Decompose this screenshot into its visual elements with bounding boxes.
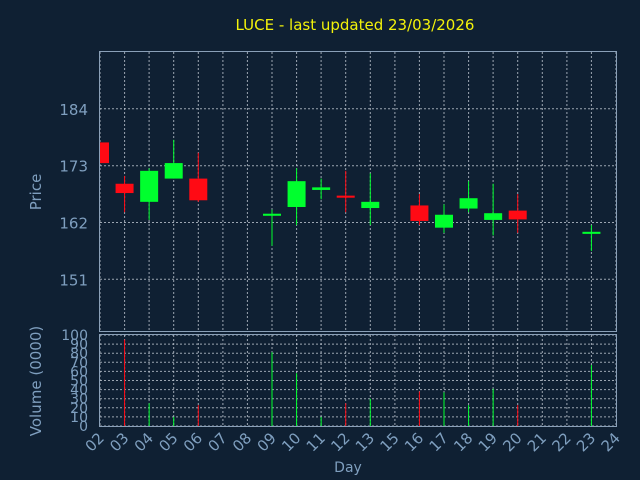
volume-bars (124, 339, 592, 426)
volume-y-tick: 50 (70, 374, 88, 390)
x-tick-labels: 0203040506070809101112131516171819202122… (82, 429, 624, 455)
x-tick-09: 09 (254, 429, 280, 455)
x-axis-label: Day (334, 460, 362, 476)
price-y-tick: 162 (59, 215, 88, 233)
candle-body-17 (435, 214, 453, 228)
volume-y-tick: 10 (70, 410, 88, 426)
x-tick-19: 19 (475, 429, 501, 455)
candle-body-18 (459, 198, 478, 209)
x-tick-24: 24 (598, 429, 624, 455)
volume-axis-label: Volume (0000) (27, 326, 45, 436)
candle-body-11 (312, 187, 331, 190)
price-y-tick-labels: 151 162 173 184 (59, 101, 88, 289)
x-tick-05: 05 (155, 429, 181, 455)
chart-title: LUCE - last updated 23/03/2026 (236, 16, 475, 34)
price-y-tick: 151 (59, 271, 88, 289)
volume-y-tick: 40 (70, 383, 88, 399)
x-tick-06: 06 (180, 429, 206, 455)
x-tick-12: 12 (327, 429, 353, 455)
x-tick-07: 07 (204, 429, 230, 455)
price-y-tick: 173 (59, 158, 88, 176)
x-tick-03: 03 (106, 429, 132, 455)
candle-body-13 (361, 201, 380, 209)
volume-y-tick: 100 (61, 328, 88, 344)
candle-body-09 (263, 213, 281, 216)
x-tick-18: 18 (450, 429, 476, 455)
x-tick-16: 16 (401, 429, 427, 455)
candle-body-10 (287, 181, 306, 207)
x-tick-04: 04 (131, 429, 157, 455)
x-tick-15: 15 (376, 429, 402, 455)
candle-body-19 (484, 213, 503, 220)
candle-body-06 (189, 178, 208, 201)
x-tick-22: 22 (548, 429, 574, 455)
volume-y-tick: 0 (79, 419, 88, 435)
candle-body-20 (508, 210, 527, 220)
volume-y-tick: 80 (70, 346, 88, 362)
x-tick-20: 20 (499, 429, 525, 455)
candle-body-04 (140, 170, 159, 202)
volume-y-tick: 90 (70, 337, 88, 353)
x-tick-21: 21 (524, 429, 550, 455)
candle-body-23 (582, 231, 601, 234)
x-tick-08: 08 (229, 429, 255, 455)
price-grid (99, 52, 617, 331)
price-y-tick: 184 (59, 101, 88, 119)
candle-body-16 (410, 205, 429, 221)
price-axis-label: Price (27, 174, 45, 211)
price-plot-frame (99, 51, 617, 332)
candlesticks (99, 139, 601, 251)
x-tick-17: 17 (426, 429, 452, 455)
candle-body-12 (336, 195, 355, 198)
candle-body-03 (115, 183, 134, 194)
candle-body-05 (164, 163, 183, 179)
x-tick-10: 10 (278, 429, 304, 455)
x-tick-23: 23 (573, 429, 599, 455)
volume-grid (99, 334, 617, 427)
volume-y-tick: 20 (70, 401, 88, 417)
candle-body-02 (100, 142, 109, 164)
x-tick-13: 13 (352, 429, 378, 455)
x-tick-11: 11 (303, 429, 329, 455)
volume-y-tick: 70 (70, 355, 88, 371)
volume-y-tick: 60 (70, 364, 88, 380)
volume-plot-frame (99, 334, 617, 427)
volume-y-tick: 30 (70, 392, 88, 408)
